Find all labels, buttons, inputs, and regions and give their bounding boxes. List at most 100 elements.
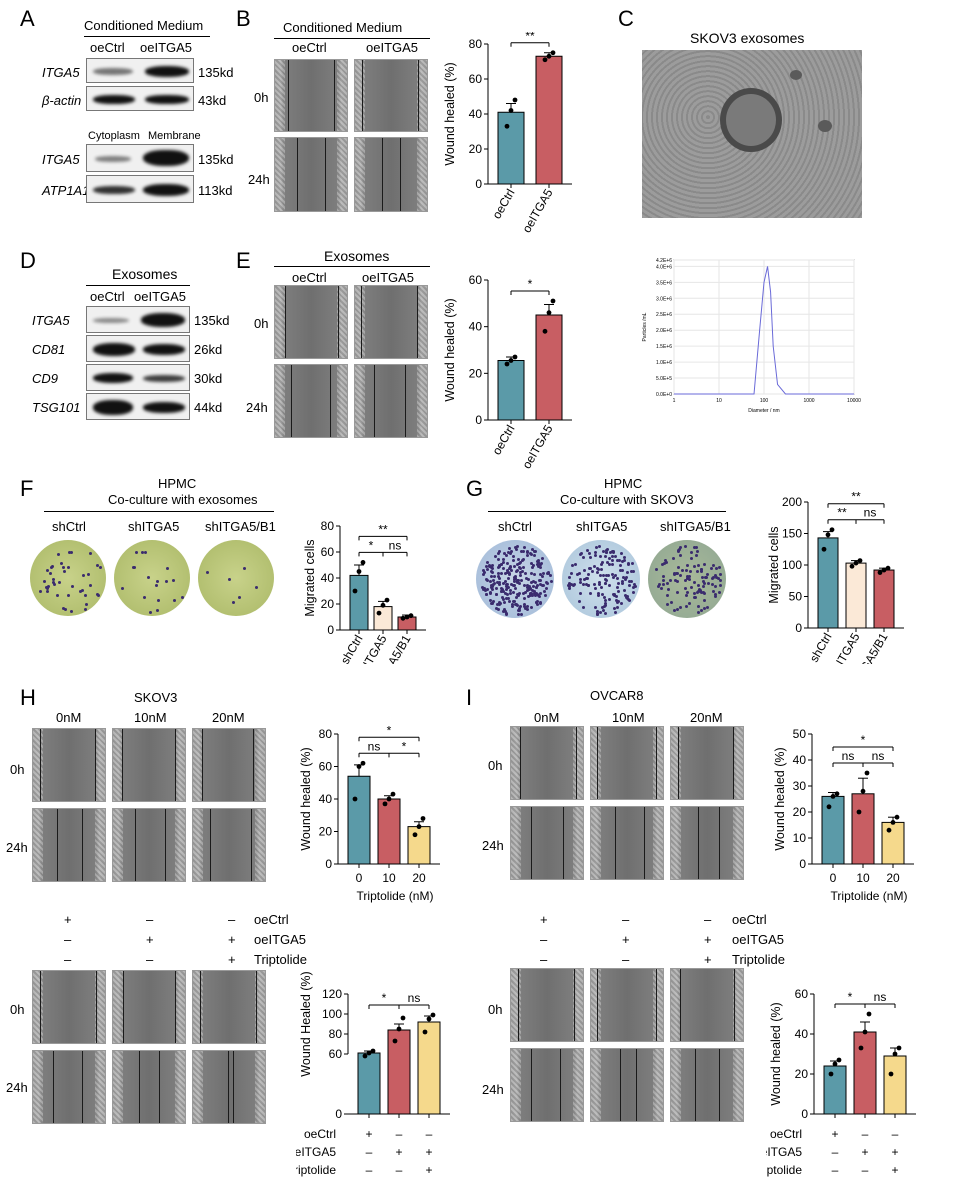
wound-image xyxy=(354,364,428,438)
y-tick-label: 3.0E+6 xyxy=(656,296,672,302)
stained-cell xyxy=(683,579,687,583)
stained-cell xyxy=(579,552,583,556)
stained-cell xyxy=(61,607,65,611)
y-tick-label: 40 xyxy=(469,320,483,334)
minus-sign: – xyxy=(396,1127,403,1141)
wound-image xyxy=(192,728,266,802)
stained-cell xyxy=(88,584,92,588)
transwell-dish xyxy=(476,540,554,618)
data-point xyxy=(352,588,358,594)
data-point xyxy=(832,1061,838,1067)
data-point xyxy=(360,760,366,766)
data-point xyxy=(821,546,827,552)
stained-cell xyxy=(578,577,582,581)
blot-kd-label: 135kd xyxy=(194,313,230,328)
data-point xyxy=(546,310,552,316)
stained-cell xyxy=(588,591,592,595)
stained-cell xyxy=(532,564,535,568)
stained-cell xyxy=(482,570,486,574)
dish-label: shITGA5/B1 xyxy=(660,519,731,534)
blot-strip xyxy=(86,364,190,391)
stained-cell xyxy=(664,558,668,562)
minus-sign: – xyxy=(426,1127,433,1141)
dose-label: 20nM xyxy=(212,710,245,725)
blot-gene-label: β-actin xyxy=(42,93,82,108)
stained-cell xyxy=(492,583,496,587)
stained-cell xyxy=(522,557,526,561)
stained-cell xyxy=(507,567,511,571)
stained-cell xyxy=(597,580,601,584)
stained-cell xyxy=(502,561,506,565)
stained-cell xyxy=(622,588,626,592)
stained-cell xyxy=(600,561,604,565)
stained-cell xyxy=(602,596,606,600)
stained-cell xyxy=(515,596,519,600)
stained-cell xyxy=(605,561,609,565)
stained-cell xyxy=(593,565,597,569)
stained-cell xyxy=(493,555,497,559)
stained-cell xyxy=(490,588,494,592)
dish-label: shITGA5/B1 xyxy=(205,519,276,534)
stained-cell xyxy=(687,578,691,582)
data-point xyxy=(504,361,510,367)
dish-label: shITGA5 xyxy=(128,519,180,534)
stained-cell xyxy=(486,588,490,592)
stained-cell xyxy=(613,606,617,610)
stained-cell xyxy=(500,589,504,593)
stained-cell xyxy=(549,579,553,583)
wound-image xyxy=(354,137,428,212)
x-tick-label: oeCtrl xyxy=(489,187,517,222)
stained-cell xyxy=(621,580,625,584)
bar-chart-h2: 0 60 80 100 120 Wound Healed (%) oeCtrl + – – oeIT… xyxy=(296,971,450,1177)
stained-cell xyxy=(539,583,543,587)
stained-cell xyxy=(611,563,615,566)
stained-cell xyxy=(515,548,519,552)
data-point xyxy=(380,602,386,608)
stained-cell xyxy=(518,566,522,570)
panel-label-a: A xyxy=(20,6,35,31)
stained-cell xyxy=(684,593,688,597)
data-point xyxy=(888,1071,894,1077)
data-point xyxy=(420,816,426,821)
stained-cell xyxy=(688,570,692,574)
data-point xyxy=(360,560,366,565)
significance-label: * xyxy=(387,724,392,737)
significance-label: ns xyxy=(864,506,877,520)
stained-cell xyxy=(615,605,619,609)
stained-cell xyxy=(592,582,596,586)
stained-cell xyxy=(539,562,543,566)
timepoint-label: 24h xyxy=(482,1082,504,1097)
data-point xyxy=(376,610,382,616)
stained-cell xyxy=(684,544,687,548)
data-point xyxy=(881,567,887,573)
stained-cell xyxy=(490,585,494,589)
stained-cell xyxy=(530,552,534,556)
stained-cell xyxy=(673,572,677,576)
data-point xyxy=(356,764,362,769)
stained-cell xyxy=(495,607,499,611)
stained-cell xyxy=(711,590,715,594)
treatment-label: oeITGA5 xyxy=(254,932,307,947)
stained-cell xyxy=(516,558,520,562)
stained-cell xyxy=(589,566,593,570)
underline xyxy=(488,511,726,512)
stained-cell xyxy=(631,591,635,595)
stained-cell xyxy=(484,564,488,568)
stained-cell xyxy=(502,608,506,612)
y-axis-label: Wound healed (%) xyxy=(769,1002,783,1105)
panel-label-b: B xyxy=(236,6,251,31)
stained-cell xyxy=(531,585,535,589)
significance-label: ns xyxy=(842,749,855,763)
stained-cell xyxy=(39,589,43,593)
data-point xyxy=(386,796,392,802)
significance-label: ** xyxy=(837,506,847,520)
significance-label: ns xyxy=(408,991,421,1005)
bar xyxy=(347,775,371,865)
stained-cell xyxy=(491,599,495,603)
plus-sign: + xyxy=(831,1127,838,1141)
stained-cell xyxy=(84,593,88,597)
x-axis-label: Triptolide (nM) xyxy=(357,889,434,903)
stained-cell xyxy=(155,608,159,612)
stained-cell xyxy=(165,580,169,584)
plus-sign: + xyxy=(395,1145,402,1159)
